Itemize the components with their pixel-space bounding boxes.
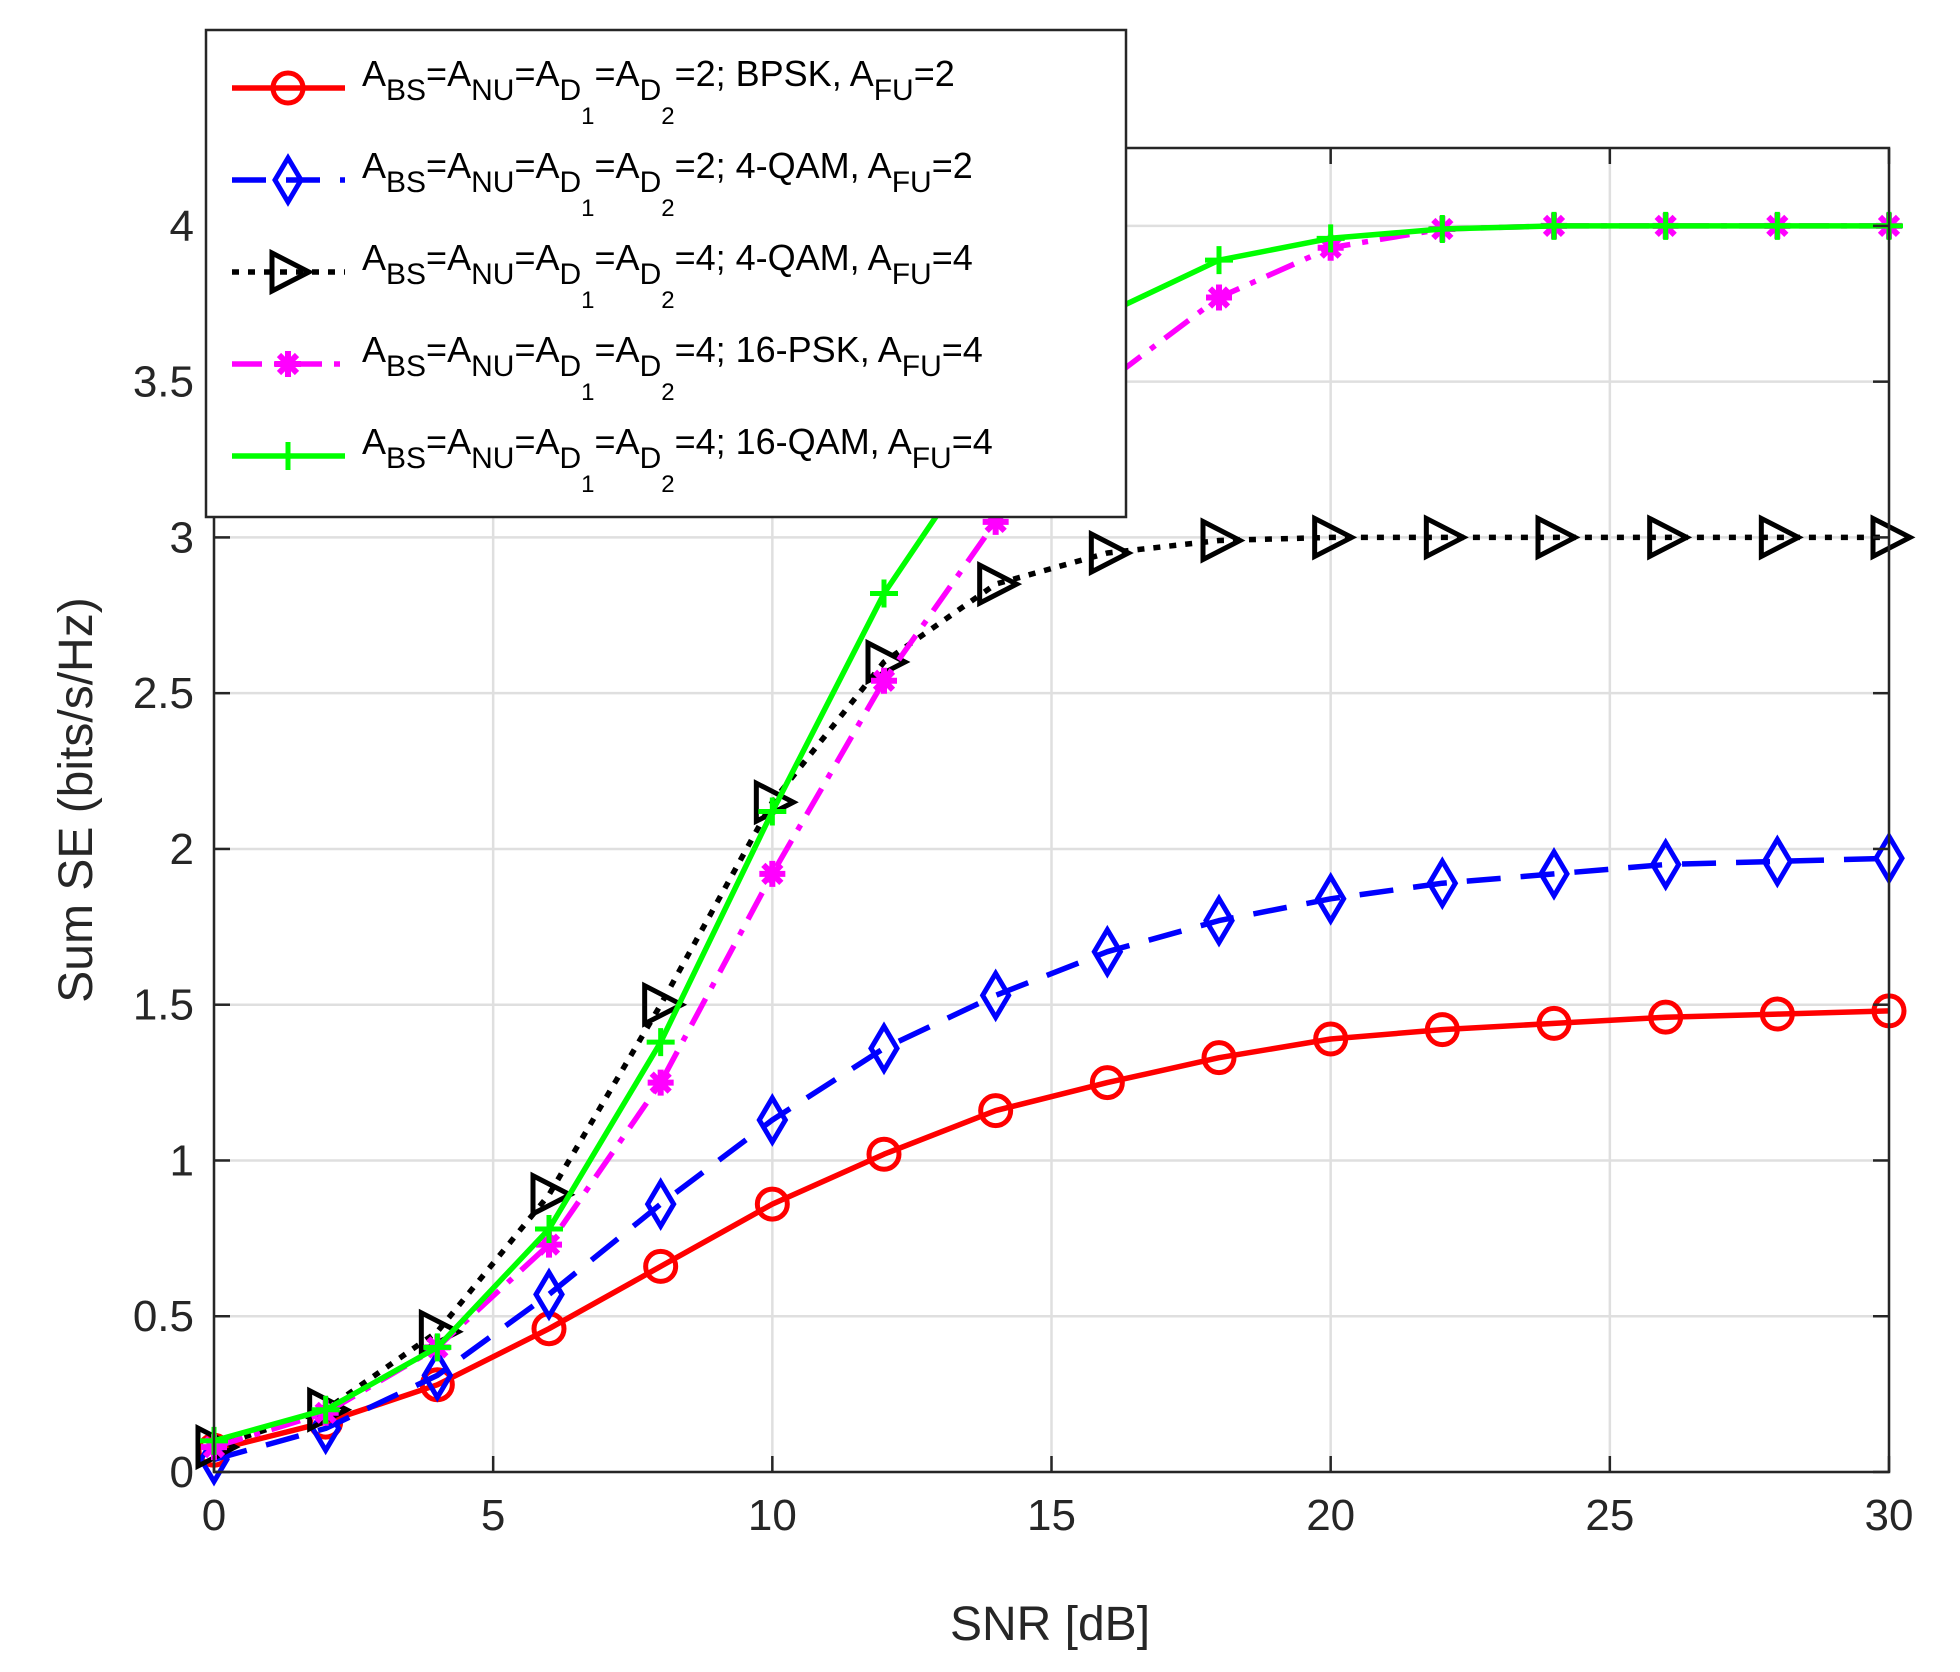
legend-label: ABS=ANU=AD1=AD2=4; 16-PSK, AFU=4	[362, 329, 983, 406]
data-point-marker	[1205, 246, 1233, 275]
x-tick-label: 10	[748, 1491, 797, 1540]
data-point-marker	[646, 1028, 675, 1057]
x-tick-label: 15	[1027, 1491, 1076, 1540]
x-axis-label: SNR [dB]	[950, 1598, 1150, 1651]
data-point-marker	[1423, 514, 1469, 561]
legend-box	[204, 28, 1128, 519]
data-point-marker	[311, 1395, 340, 1424]
data-point-marker	[1428, 214, 1457, 243]
data-point-marker	[1758, 514, 1804, 561]
x-tick-label: 0	[202, 1491, 226, 1540]
y-tick-label: 4	[170, 202, 194, 251]
data-point-marker	[1088, 529, 1134, 577]
legend-label: ABS=ANU=AD1=AD2=2; 4-QAM, AFU=2	[362, 145, 973, 222]
data-point-marker	[275, 351, 301, 377]
data-point-marker	[269, 248, 315, 296]
legend-entry-1: ABS=ANU=AD1=AD2=2; BPSK, AFU=2	[232, 53, 955, 130]
series-line	[213, 534, 1889, 1450]
data-point-marker	[1201, 1040, 1237, 1076]
data-point-marker	[1314, 871, 1347, 926]
data-point-marker	[1203, 893, 1235, 948]
data-point-marker	[1312, 514, 1358, 561]
data-point-marker	[1649, 837, 1682, 892]
data-point-marker	[870, 579, 898, 608]
data-point-marker	[1316, 224, 1345, 253]
y-tick-label: 0.5	[133, 1292, 194, 1341]
data-point-marker	[982, 508, 1009, 535]
legend-label: ABS=ANU=AD1=AD2=4; 16-QAM, AFU=4	[362, 421, 993, 498]
data-point-marker	[274, 442, 302, 470]
data-point-marker	[868, 1021, 900, 1076]
data-point-marker	[1200, 517, 1246, 564]
data-point-marker	[871, 667, 897, 694]
legend-entry-4: ABS=ANU=AD1=AD2=4; 16-PSK, AFU=4	[232, 329, 983, 406]
data-point-marker	[1763, 211, 1792, 240]
data-point-marker	[1651, 211, 1680, 240]
legend-entry-5: ABS=ANU=AD1=AD2=4; 16-QAM, AFU=4	[232, 421, 993, 498]
data-point-marker	[272, 153, 304, 207]
data-point-marker	[977, 561, 1023, 608]
y-tick-label: 2	[170, 825, 194, 874]
legend-entry-2: ABS=ANU=AD1=AD2=2; 4-QAM, AFU=2	[232, 145, 973, 222]
legend: ABS=ANU=AD1=AD2=2; BPSK, AFU=2 ABS=ANU=AD…	[204, 28, 1128, 519]
data-point-marker	[644, 1177, 677, 1231]
data-point-marker	[759, 860, 786, 887]
series-line	[213, 1008, 1890, 1453]
data-point-marker	[1091, 924, 1124, 979]
y-axis-label: Sum SE (bits/s/Hz)	[50, 597, 103, 1002]
axes-layer: 0 5 10 15 20 25 30 0 0.5 1 1.5 2 2.5 3 3.5 4	[133, 146, 1914, 1540]
data-point-marker	[1761, 834, 1794, 889]
data-point-marker	[270, 70, 306, 106]
data-point-marker	[754, 1186, 790, 1222]
y-tick-label: 3.5	[133, 358, 194, 407]
data-point-marker	[979, 968, 1012, 1023]
data-point-marker	[1206, 284, 1232, 311]
legend-entry-3: ABS=ANU=AD1=AD2=4; 4-QAM, AFU=4	[232, 237, 973, 314]
data-point-marker	[642, 981, 688, 1028]
data-point-marker	[1424, 1012, 1460, 1048]
data-point-marker	[758, 797, 787, 826]
data-point-marker	[421, 1348, 454, 1403]
data-point-marker	[423, 1333, 452, 1362]
legend-label: ABS=ANU=AD1=AD2=2; BPSK, AFU=2	[362, 53, 955, 130]
data-point-marker	[533, 1267, 565, 1322]
x-tick-label: 25	[1585, 1491, 1634, 1540]
data-point-marker	[647, 1069, 674, 1096]
data-point-marker	[1089, 1065, 1125, 1101]
y-tick-label: 3	[170, 513, 194, 562]
data-point-marker	[1535, 514, 1581, 561]
y-tick-label: 2.5	[133, 669, 194, 718]
data-point-marker	[536, 1231, 562, 1258]
data-point-marker	[530, 1171, 576, 1218]
data-point-marker	[1759, 996, 1795, 1032]
series-line	[213, 855, 1890, 1463]
data-point-marker	[1647, 514, 1693, 561]
data-point-marker	[756, 1093, 789, 1147]
y-tick-label: 0	[170, 1448, 194, 1497]
x-tick-label: 20	[1306, 1491, 1355, 1540]
legend-label: ABS=ANU=AD1=AD2=4; 4-QAM, AFU=4	[362, 237, 973, 314]
data-point-marker	[1540, 211, 1568, 240]
data-point-marker	[1426, 856, 1459, 911]
data-point-marker	[1538, 846, 1570, 901]
series-2	[198, 831, 1905, 1487]
data-point-marker	[866, 1136, 902, 1172]
data-point-marker	[1536, 1005, 1572, 1041]
y-tick-label: 1.5	[133, 981, 194, 1030]
data-point-marker	[643, 1248, 679, 1284]
data-point-marker	[1648, 999, 1684, 1035]
data-point-marker	[1313, 1021, 1349, 1057]
data-point-marker	[978, 1093, 1014, 1129]
x-tick-label: 30	[1865, 1491, 1914, 1540]
data-point-marker	[535, 1215, 563, 1244]
x-tick-label: 5	[481, 1491, 505, 1540]
y-tick-label: 1	[170, 1136, 194, 1185]
